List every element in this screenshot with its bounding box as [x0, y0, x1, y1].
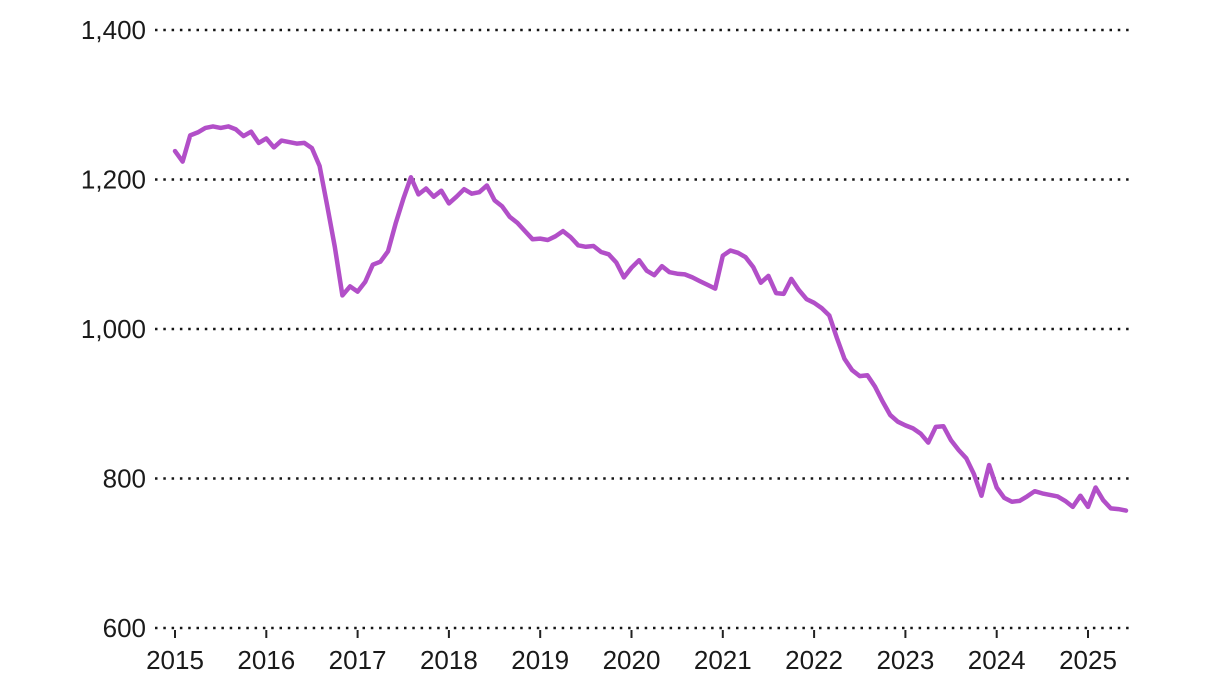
y-axis-tick-label: 800 [103, 464, 146, 494]
x-axis-tick-label: 2018 [420, 645, 478, 675]
x-axis-tick-label: 2024 [968, 645, 1026, 675]
data-series-line [172, 124, 1129, 513]
y-axis-tick-label: 600 [103, 613, 146, 643]
x-axis-tick-label: 2022 [785, 645, 843, 675]
x-axis-tick-label: 2021 [694, 645, 752, 675]
y-axis-tick-label: 1,200 [81, 165, 146, 195]
x-axis-tick-label: 2015 [146, 645, 204, 675]
x-axis-tick-label: 2025 [1059, 645, 1117, 675]
x-axis-tick-label: 2020 [603, 645, 661, 675]
x-axis-tick-label: 2019 [511, 645, 569, 675]
x-axis-tick-label: 2023 [876, 645, 934, 675]
y-axis-tick-label: 1,000 [81, 314, 146, 344]
x-axis-tick-label: 2017 [329, 645, 387, 675]
y-axis-tick-label: 1,400 [81, 15, 146, 45]
x-axis-tick-label: 2016 [237, 645, 295, 675]
